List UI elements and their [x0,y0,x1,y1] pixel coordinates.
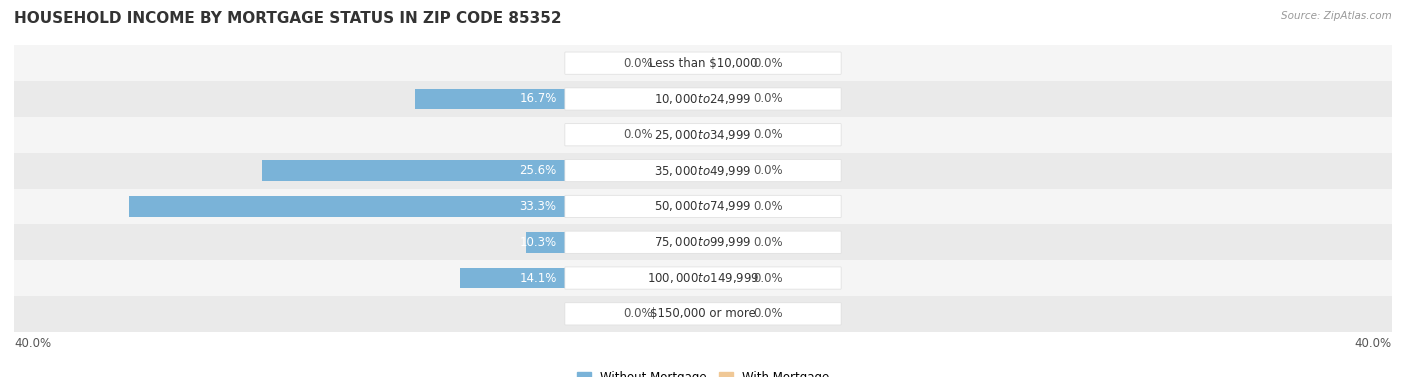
Bar [14,117,1392,153]
Bar [14,260,1392,296]
FancyBboxPatch shape [565,159,841,182]
Bar [659,124,703,145]
Text: $25,000 to $34,999: $25,000 to $34,999 [654,128,752,142]
Bar [415,89,703,109]
Text: $100,000 to $149,999: $100,000 to $149,999 [647,271,759,285]
Bar [460,268,703,288]
Text: 16.7%: 16.7% [519,92,557,106]
FancyBboxPatch shape [565,124,841,146]
Text: 0.0%: 0.0% [754,164,783,177]
Text: 33.3%: 33.3% [520,200,557,213]
Bar [703,124,747,145]
Text: $75,000 to $99,999: $75,000 to $99,999 [654,235,752,249]
Bar [703,232,747,253]
Bar [526,232,703,253]
FancyBboxPatch shape [565,231,841,253]
Bar [129,196,703,217]
Text: 10.3%: 10.3% [519,236,557,249]
Bar [703,160,747,181]
Text: 0.0%: 0.0% [754,307,783,320]
FancyBboxPatch shape [565,195,841,218]
Bar [14,81,1392,117]
FancyBboxPatch shape [565,88,841,110]
Text: 40.0%: 40.0% [1355,337,1392,350]
Bar [703,196,747,217]
Text: 0.0%: 0.0% [754,236,783,249]
Text: 0.0%: 0.0% [754,271,783,285]
Text: $150,000 or more: $150,000 or more [650,307,756,320]
Bar [262,160,703,181]
Bar [14,45,1392,81]
Text: Less than $10,000: Less than $10,000 [648,57,758,70]
Text: $10,000 to $24,999: $10,000 to $24,999 [654,92,752,106]
Text: 0.0%: 0.0% [623,128,652,141]
Text: $35,000 to $49,999: $35,000 to $49,999 [654,164,752,178]
Legend: Without Mortgage, With Mortgage: Without Mortgage, With Mortgage [572,366,834,377]
Text: 14.1%: 14.1% [519,271,557,285]
Text: 0.0%: 0.0% [754,128,783,141]
Bar [14,296,1392,332]
Text: 0.0%: 0.0% [623,57,652,70]
Text: Source: ZipAtlas.com: Source: ZipAtlas.com [1281,11,1392,21]
Bar [14,224,1392,260]
Text: 0.0%: 0.0% [623,307,652,320]
Bar [14,188,1392,224]
Text: 0.0%: 0.0% [754,57,783,70]
Bar [659,53,703,74]
Bar [14,153,1392,188]
Text: 0.0%: 0.0% [754,92,783,106]
Bar [703,303,747,324]
Bar [659,303,703,324]
Text: 40.0%: 40.0% [14,337,51,350]
Bar [703,268,747,288]
Text: $50,000 to $74,999: $50,000 to $74,999 [654,199,752,213]
Text: 0.0%: 0.0% [754,200,783,213]
FancyBboxPatch shape [565,303,841,325]
Bar [703,53,747,74]
FancyBboxPatch shape [565,267,841,289]
FancyBboxPatch shape [565,52,841,74]
Text: HOUSEHOLD INCOME BY MORTGAGE STATUS IN ZIP CODE 85352: HOUSEHOLD INCOME BY MORTGAGE STATUS IN Z… [14,11,561,26]
Text: 25.6%: 25.6% [519,164,557,177]
Bar [703,89,747,109]
